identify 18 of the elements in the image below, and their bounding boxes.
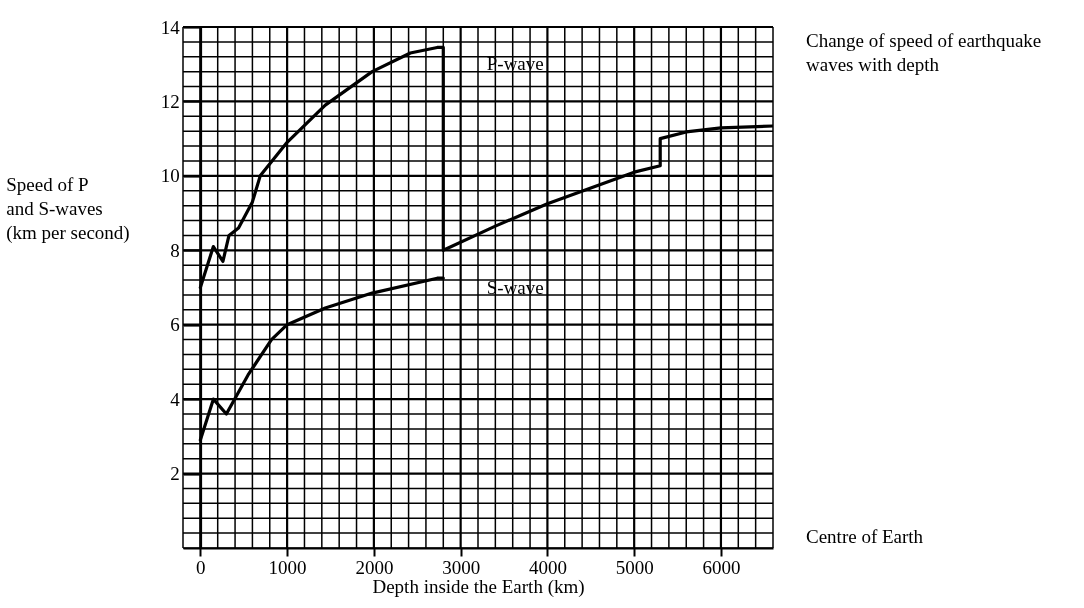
y-tick-label: 2 <box>170 463 180 485</box>
x-tick-label: 2000 <box>355 556 394 578</box>
y-tick-label: 12 <box>160 90 180 112</box>
y-tick-label: 6 <box>170 314 180 336</box>
y-tick-label: 8 <box>170 239 180 261</box>
x-tick-label: 4000 <box>528 556 567 578</box>
x-tick-label: 6000 <box>702 556 741 578</box>
y-tick-label: 4 <box>170 388 181 410</box>
x-tick-label: 5000 <box>615 556 654 578</box>
x-tick-label: 1000 <box>268 556 307 578</box>
text: Change of speed of earthquake waves with depth <box>806 30 1042 75</box>
x-axis-title: Depth inside the Earth (km) <box>372 575 585 598</box>
x-tick-label: 0 <box>196 556 206 578</box>
text: Centre of Earth <box>806 526 924 547</box>
y-tick-label: 10 <box>160 165 180 187</box>
x-tick-label: 3000 <box>442 556 481 578</box>
y-axis-title: Speed of P and S-waves (km per second) <box>6 173 130 244</box>
y-tick-label: 14 <box>160 16 181 38</box>
